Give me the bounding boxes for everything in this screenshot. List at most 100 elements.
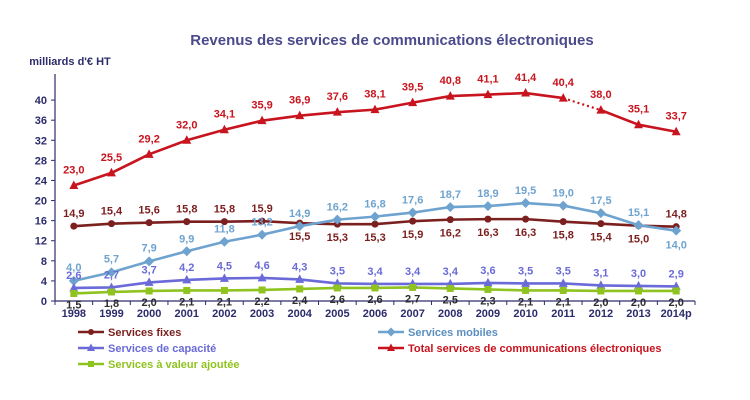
total-services-de-communications-electroniques-marker: [144, 149, 154, 158]
services-fixes-data-label: 15,8: [553, 230, 574, 242]
x-tick-label: 2002: [212, 308, 236, 320]
services-fixes-data-label: 15,5: [289, 231, 310, 243]
services-a-valeur-ajoutee-marker: [409, 283, 417, 291]
total-services-de-communications-electroniques-data-label: 35,1: [628, 104, 649, 116]
services-mobiles-marker: [482, 201, 493, 212]
services-de-capacite-marker: [295, 274, 305, 283]
services-a-valeur-ajoutee-marker: [220, 286, 228, 294]
services-a-valeur-ajoutee-data-label: 2,6: [330, 294, 345, 306]
total-services-de-communications-electroniques-marker: [521, 88, 531, 97]
total-services-de-communications-electroniques-data-label: 36,9: [289, 95, 310, 107]
services-a-valeur-ajoutee-marker: [672, 287, 680, 295]
services-de-capacite-data-label: 3,4: [443, 266, 459, 278]
y-tick-label: 28: [35, 155, 47, 167]
services-mobiles-legend-label: Services mobiles: [408, 327, 498, 339]
services-mobiles-data-label: 19,5: [515, 185, 536, 197]
total-services-de-communications-electroniques-marker: [182, 135, 192, 144]
services-a-valeur-ajoutee-marker: [183, 286, 191, 294]
services-a-valeur-ajoutee-marker: [522, 286, 530, 294]
y-tick-label: 24: [35, 175, 48, 187]
services-de-capacite-data-label: 2,9: [669, 268, 684, 280]
services-a-valeur-ajoutee-data-label: 2,4: [292, 295, 308, 307]
services-fixes-data-label: 15,0: [628, 234, 649, 246]
y-tick-label: 0: [41, 296, 47, 308]
services-fixes-marker: [522, 215, 530, 223]
services-fixes-data-label: 16,2: [440, 228, 461, 240]
x-tick-label: 2012: [589, 308, 613, 320]
services-fixes-marker: [220, 218, 228, 226]
services-a-valeur-ajoutee-marker: [559, 286, 567, 294]
series-lines: [73, 91, 677, 295]
services-fixes-data-label: 16,3: [477, 227, 498, 239]
services-de-capacite-marker: [558, 278, 568, 287]
total-services-de-communications-electroniques-data-label: 23,0: [63, 164, 84, 176]
services-mobiles-marker: [407, 207, 418, 218]
y-tick-label: 4: [41, 276, 48, 288]
services-mobiles-marker: [633, 220, 644, 231]
services-fixes-legend-label: Services fixes: [108, 327, 181, 339]
x-tick-label: 2007: [400, 308, 424, 320]
services-de-capacite-data-label: 2,6: [66, 270, 81, 282]
x-tick-label: 1998: [62, 308, 86, 320]
services-a-valeur-ajoutee-marker: [635, 287, 643, 295]
services-fixes-data-label: 14,8: [665, 209, 686, 221]
total-services-de-communications-electroniques-legend-label: Total services de communications électro…: [408, 343, 662, 355]
services-fixes-data-label: 15,3: [364, 232, 385, 244]
total-services-de-communications-electroniques-data-label: 35,9: [251, 100, 272, 112]
y-tick-label: 12: [35, 236, 47, 248]
x-tick-label: 2008: [438, 308, 462, 320]
services-mobiles-marker: [257, 229, 268, 240]
services-a-valeur-ajoutee-data-label: 1,5: [66, 299, 81, 311]
services-fixes-marker: [371, 220, 379, 228]
x-tick-label: 2013: [626, 308, 650, 320]
total-services-de-communications-electroniques-data-label: 40,8: [440, 75, 461, 87]
y-tick-label: 16: [35, 216, 47, 228]
services-mobiles-marker: [370, 211, 380, 222]
services-de-capacite-legend-label: Services de capacité: [108, 343, 216, 355]
services-a-valeur-ajoutee-data-label: 1,8: [104, 298, 119, 310]
services-a-valeur-ajoutee-marker: [107, 288, 115, 296]
total-services-de-communications-electroniques-marker: [634, 119, 644, 129]
total-services-de-communications-electroniques-marker: [106, 167, 116, 177]
services-mobiles-data-label: 13,2: [251, 217, 272, 229]
services-mobiles-data-label: 18,7: [440, 189, 461, 201]
services-a-valeur-ajoutee-data-label: 2,1: [179, 296, 194, 308]
total-services-de-communications-electroniques-legend-marker: [387, 343, 395, 351]
services-fixes-data-label: 15,8: [176, 204, 197, 216]
services-mobiles-data-label: 16,8: [364, 199, 385, 211]
services-a-valeur-ajoutee-data-label: 2,0: [631, 297, 646, 309]
y-axis-unit-label: milliards d'€ HT: [29, 56, 111, 68]
services-fixes-marker: [183, 218, 191, 226]
y-tick-label: 40: [35, 95, 47, 107]
services-de-capacite-data-label: 3,4: [405, 266, 421, 278]
total-services-de-communications-electroniques-data-label: 33,7: [665, 111, 686, 123]
services-mobiles-data-label: 14,0: [665, 240, 686, 252]
total-services-de-communications-electroniques-data-label: 25,5: [101, 152, 122, 164]
services-de-capacite-data-label: 3,1: [593, 267, 608, 279]
total-services-de-communications-electroniques-marker: [483, 89, 493, 99]
x-tick-label: 2011: [551, 308, 575, 320]
services-a-valeur-ajoutee-legend-marker: [88, 361, 94, 367]
services-de-capacite-data-label: 3,5: [556, 265, 571, 277]
services-mobiles-marker: [294, 221, 305, 232]
total-services-de-communications-electroniques-data-label: 41,1: [477, 74, 498, 86]
x-tick-label: 2006: [363, 308, 387, 320]
services-fixes-data-label: 15,6: [138, 205, 159, 217]
services-a-valeur-ajoutee-data-label: 2,2: [254, 296, 269, 308]
services-mobiles-data-label: 16,2: [327, 202, 348, 214]
services-mobiles-data-label: 7,9: [141, 242, 156, 254]
series-markers: [68, 88, 682, 297]
services-mobiles-data-label: 18,9: [477, 188, 498, 200]
services-mobiles-marker: [332, 214, 343, 225]
services-mobiles-marker: [181, 246, 192, 257]
services-a-valeur-ajoutee-marker: [597, 287, 605, 295]
y-tick-label: 32: [35, 135, 47, 147]
services-fixes-marker: [70, 222, 78, 230]
services-de-capacite-data-label: 4,6: [254, 260, 269, 272]
services-fixes-marker: [559, 218, 567, 226]
x-tick-label: 2009: [476, 308, 500, 320]
services-a-valeur-ajoutee-data-label: 2,1: [518, 296, 533, 308]
total-services-de-communications-electroniques-marker: [558, 93, 568, 102]
total-services-de-communications-electroniques-marker: [370, 104, 380, 114]
